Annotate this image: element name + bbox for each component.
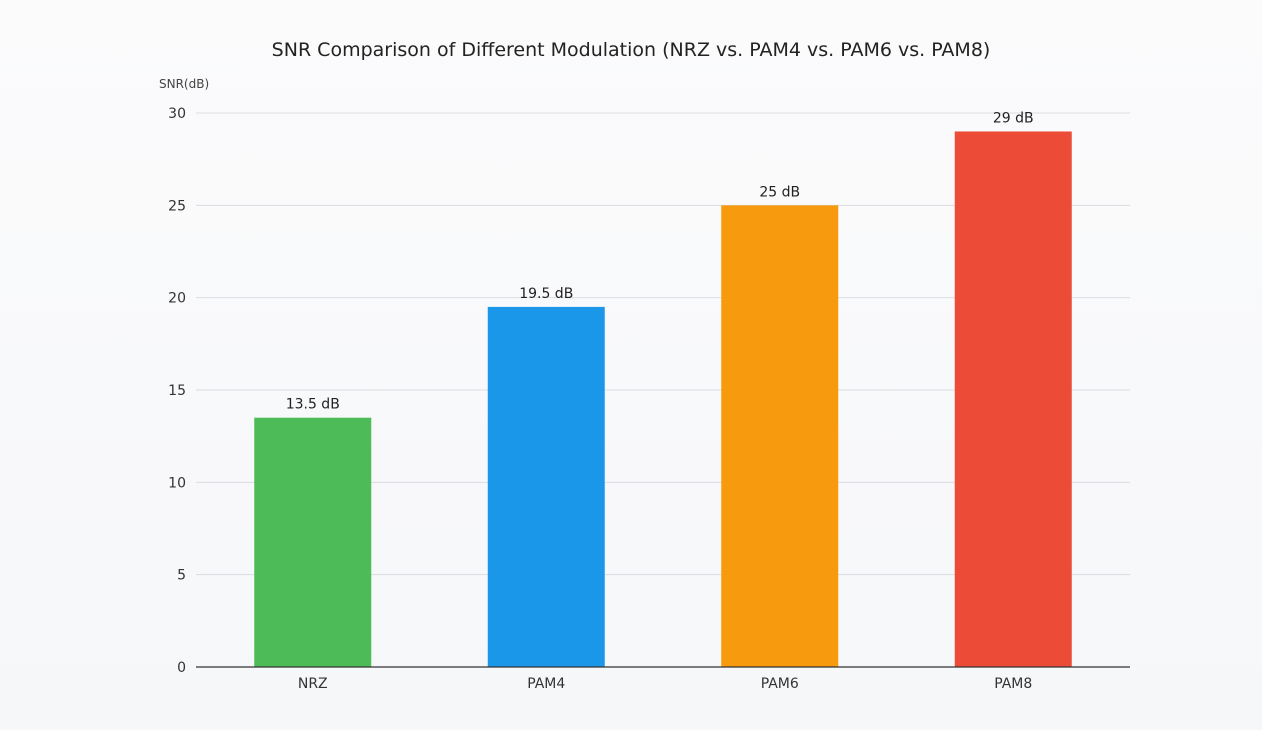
y-tick-label: 30 bbox=[168, 106, 186, 122]
data-label-pam6: 25 dB bbox=[759, 184, 800, 200]
bar-pam4 bbox=[487, 306, 605, 667]
y-tick-label: 10 bbox=[168, 475, 186, 491]
y-axis-label: SNR(dB) bbox=[159, 77, 209, 91]
data-label-pam4: 19.5 dB bbox=[519, 286, 573, 302]
y-tick-label: 5 bbox=[177, 568, 186, 584]
x-category-label-nrz: NRZ bbox=[298, 676, 328, 692]
data-label-pam8: 29 dB bbox=[993, 110, 1034, 126]
y-tick-label: 0 bbox=[177, 660, 186, 676]
bars bbox=[254, 131, 1072, 668]
data-label-nrz: 13.5 dB bbox=[286, 397, 340, 413]
y-tick-label: 25 bbox=[168, 198, 186, 214]
bar-nrz bbox=[254, 417, 372, 667]
y-tick-label: 15 bbox=[168, 383, 186, 399]
y-axis-ticks: 0 5 10 15 20 25 30 bbox=[168, 106, 186, 676]
bar-pam8 bbox=[954, 131, 1072, 667]
x-category-label-pam4: PAM4 bbox=[527, 676, 565, 692]
y-tick-label: 20 bbox=[168, 291, 186, 307]
data-labels: 13.5 dB 19.5 dB 25 dB 29 dB bbox=[286, 110, 1034, 412]
bar-pam6 bbox=[721, 205, 839, 668]
chart-title: SNR Comparison of Different Modulation (… bbox=[272, 39, 991, 61]
x-category-label-pam6: PAM6 bbox=[761, 676, 799, 692]
x-axis-categories: NRZ PAM4 PAM6 PAM8 bbox=[298, 676, 1032, 692]
x-category-label-pam8: PAM8 bbox=[994, 676, 1032, 692]
